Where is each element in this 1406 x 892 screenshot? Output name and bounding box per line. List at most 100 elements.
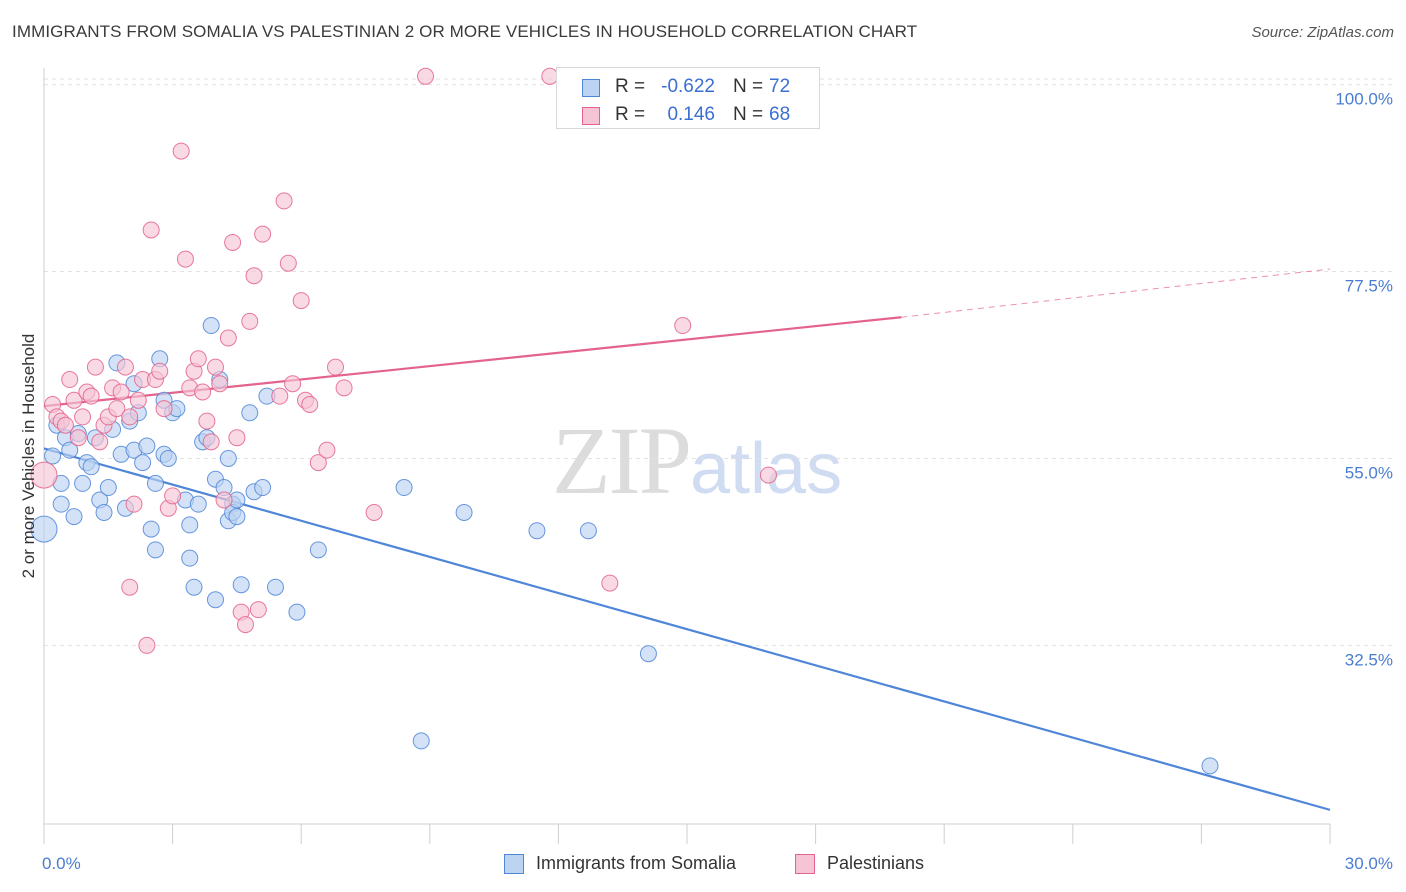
point-palestinians — [417, 67, 435, 85]
point-immigrants-from-somalia — [232, 576, 250, 594]
point-immigrants-from-somalia — [288, 603, 306, 621]
point-palestinians — [601, 574, 619, 592]
point-palestinians — [275, 192, 293, 210]
x-tick-label: 30.0% — [1345, 854, 1393, 873]
point-palestinians — [335, 379, 353, 397]
point-palestinians — [121, 578, 139, 596]
legend-r-value: -0.622 — [661, 76, 715, 97]
point-palestinians — [759, 466, 777, 484]
trend-line-palestinians — [43, 316, 902, 408]
y-tick-label: 100.0% — [1335, 90, 1393, 109]
point-palestinians — [176, 250, 194, 268]
point-immigrants-from-somalia — [61, 441, 79, 459]
point-immigrants-from-somalia — [65, 508, 83, 526]
point-palestinians — [198, 412, 216, 430]
point-immigrants-from-somalia — [206, 591, 224, 609]
legend-r-label: R = — [615, 76, 646, 97]
legend-n-label: N = — [733, 76, 764, 97]
point-palestinians — [326, 358, 344, 376]
chart-title: IMMIGRANTS FROM SOMALIA VS PALESTINIAN 2… — [12, 22, 918, 41]
point-palestinians — [318, 441, 336, 459]
point-palestinians — [30, 461, 58, 489]
point-palestinians — [82, 387, 100, 405]
point-immigrants-from-somalia — [146, 474, 164, 492]
y-axis-title: 2 or more Vehicles in Household — [19, 334, 38, 579]
point-palestinians — [164, 487, 182, 505]
point-immigrants-from-somalia — [52, 495, 70, 513]
tick-labels: 100.0% 77.5% 55.0% 32.5% 0.0% 30.0% 2 or more … — [19, 90, 1393, 873]
point-immigrants-from-somalia — [228, 508, 246, 526]
legend-row-palestinian: R = 0.146 N = 68 — [557, 99, 819, 129]
legend-r-label: R = — [615, 104, 646, 125]
series-legend: Immigrants from Somalia Palestinians — [0, 852, 1406, 878]
point-immigrants-from-somalia — [134, 454, 152, 472]
point-palestinians — [138, 636, 156, 654]
point-immigrants-from-somalia — [189, 495, 207, 513]
point-palestinians — [56, 416, 74, 434]
point-immigrants-from-somalia — [30, 515, 58, 543]
point-palestinians — [301, 395, 319, 413]
axes — [43, 68, 1331, 844]
data-points — [30, 67, 1219, 775]
point-palestinians — [61, 371, 79, 389]
trend-line-palestinians — [901, 268, 1331, 318]
point-immigrants-from-somalia — [412, 732, 430, 750]
legend-r-value: 0.146 — [667, 104, 715, 125]
point-palestinians — [151, 362, 169, 380]
point-palestinians — [249, 601, 267, 619]
point-immigrants-from-somalia — [579, 522, 597, 540]
point-palestinians — [365, 503, 383, 521]
legend-swatch-somalia — [504, 854, 524, 874]
point-immigrants-from-somalia — [74, 474, 92, 492]
point-immigrants-from-somalia — [266, 578, 284, 596]
point-palestinians — [194, 383, 212, 401]
point-palestinians — [245, 267, 263, 285]
point-palestinians — [215, 491, 233, 509]
point-palestinians — [129, 391, 147, 409]
point-immigrants-from-somalia — [181, 516, 199, 534]
point-palestinians — [86, 358, 104, 376]
point-palestinians — [211, 375, 229, 393]
grid-lines — [44, 78, 1392, 646]
point-immigrants-from-somalia — [528, 522, 546, 540]
point-palestinians — [254, 225, 272, 243]
point-immigrants-from-somalia — [138, 437, 156, 455]
watermark-zip: ZIP — [552, 407, 692, 514]
point-palestinians — [69, 429, 87, 447]
point-palestinians — [108, 400, 126, 418]
point-palestinians — [236, 616, 254, 634]
point-palestinians — [228, 429, 246, 447]
point-immigrants-from-somalia — [455, 503, 473, 521]
point-immigrants-from-somalia — [95, 503, 113, 521]
point-palestinians — [309, 454, 327, 472]
point-palestinians — [241, 312, 259, 330]
watermark: ZIPatlas — [552, 405, 842, 516]
y-tick-label: 77.5% — [1345, 277, 1393, 296]
point-palestinians — [65, 391, 83, 409]
legend-n-value: 72 — [769, 76, 791, 97]
x-tick-label: 0.0% — [42, 854, 81, 873]
point-immigrants-from-somalia — [181, 549, 199, 567]
point-immigrants-from-somalia — [639, 645, 657, 663]
point-palestinians — [279, 254, 297, 272]
point-palestinians — [674, 317, 692, 335]
point-palestinians — [116, 358, 134, 376]
point-immigrants-from-somalia — [309, 541, 327, 559]
legend-row-somalia: R = -0.622 N = 72 — [557, 71, 819, 101]
source-label: Source: ZipAtlas.com — [1251, 24, 1394, 41]
point-immigrants-from-somalia — [202, 317, 220, 335]
point-palestinians — [142, 221, 160, 239]
point-palestinians — [202, 433, 220, 451]
point-immigrants-from-somalia — [254, 479, 272, 497]
point-palestinians — [271, 387, 289, 405]
point-immigrants-from-somalia — [99, 479, 117, 497]
point-palestinians — [74, 408, 92, 426]
point-palestinians — [172, 142, 190, 160]
point-immigrants-from-somalia — [82, 458, 100, 476]
trend-line-immigrants-from-somalia — [43, 447, 1331, 811]
point-palestinians — [292, 292, 310, 310]
point-palestinians — [125, 495, 143, 513]
point-immigrants-from-somalia — [142, 520, 160, 538]
legend-label-somalia: Immigrants from Somalia — [536, 853, 737, 873]
